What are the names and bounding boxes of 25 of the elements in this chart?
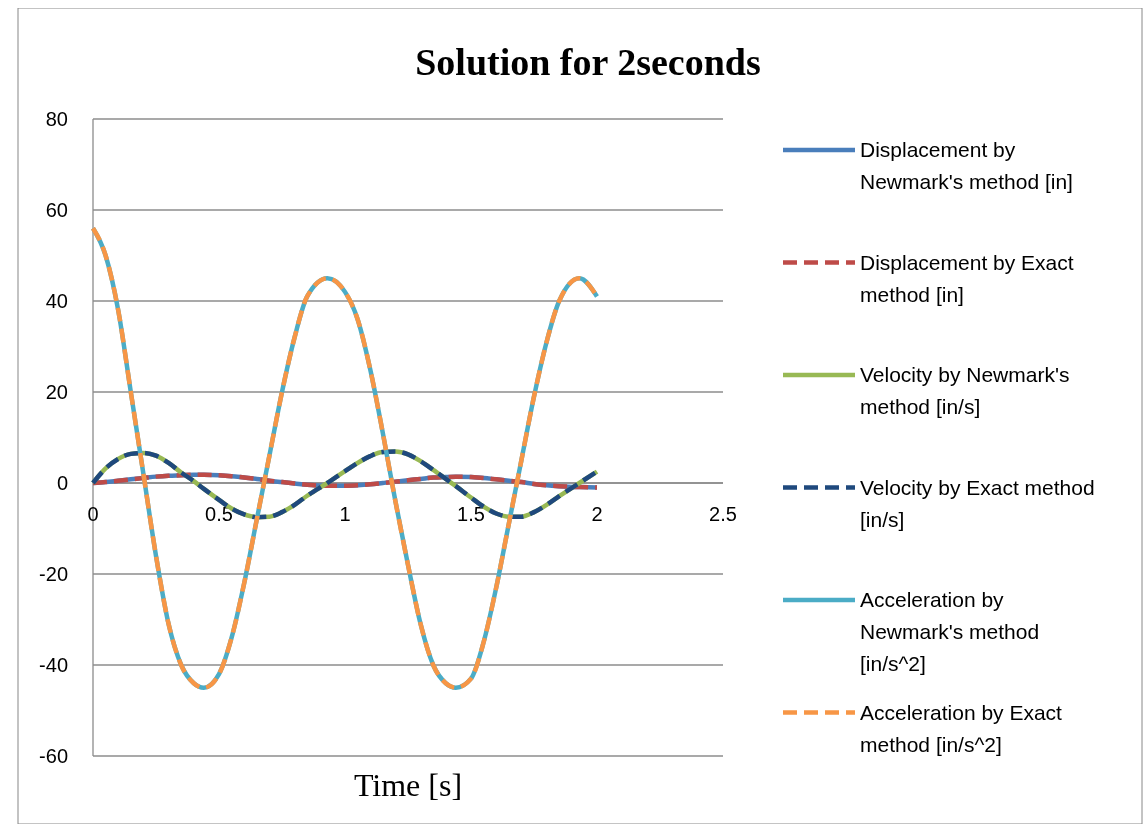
legend-label: Acceleration by Newmark's method [in/s^2] [860,588,1040,676]
y-tick-label: -60 [39,745,68,767]
line-series [90,472,600,490]
chart-title: Solution for 2seconds [415,41,761,83]
legend-label: Velocity by Exact method [in/s] [860,475,1095,531]
legend-label: Acceleration by Exact method [in/s^2] [860,700,1063,756]
y-tick-label: 40 [45,290,68,312]
y-tick-label: 20 [45,381,68,403]
x-axis-title: Time [s] [353,767,463,803]
legend-label: Displacement by Exact method [in] [860,250,1074,306]
x-tick-label: 0.5 [205,503,233,525]
y-tick-label: 80 [45,108,68,130]
x-tick-label: 0 [87,503,99,525]
y-tick-label: -40 [39,654,68,676]
y-tick-label: 60 [45,199,68,221]
x-tick-label: 2 [591,503,603,525]
x-tick-label: 2.5 [709,503,737,525]
line-series [90,225,600,690]
legend-label: Displacement by Newmark's method [in] [860,138,1073,194]
y-tick-label: -20 [39,563,68,585]
legend-label: Velocity by Newmark's method [in/s] [860,363,1070,419]
y-tick-label: 0 [56,472,68,494]
x-tick-label: 1.5 [457,503,485,525]
line-series [90,449,600,520]
x-tick-label: 1 [339,503,351,525]
